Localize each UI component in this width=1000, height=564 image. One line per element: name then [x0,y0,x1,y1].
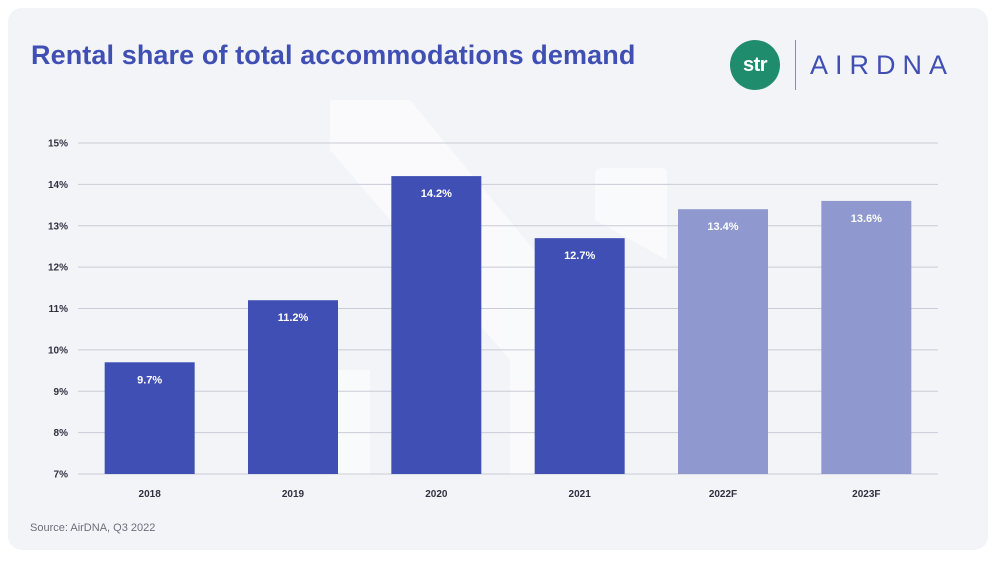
y-tick-label: 14% [48,180,68,191]
x-category-label: 2022F [709,489,737,500]
grid-lines [78,142,938,475]
bar-2023F [821,200,912,475]
x-category-label: 2018 [139,489,162,500]
data-label: 12.7% [564,250,595,262]
data-label: 13.4% [707,221,738,233]
y-axis-ticks: 7% 8% 9% 10% 11% 12% 13% 14% 15% [48,139,68,481]
x-category-label: 2021 [569,489,592,500]
bar-2022F [678,209,768,474]
airdna-logo: AIRDNA [810,50,955,80]
data-label: 14.2% [421,188,452,200]
bar-2019 [248,300,338,474]
x-axis-labels: 2018 2019 2020 2021 2022F 2023F [139,489,881,500]
logo-area: str AIRDNA [730,40,980,90]
source-note: Source: AirDNA, Q3 2022 [30,522,156,534]
logo-divider [795,40,796,90]
y-tick-label: 8% [54,428,69,439]
page-title: Rental share of total accommodations dem… [31,40,636,70]
y-tick-label: 13% [48,221,68,232]
bars: 9.7% 11.2% 14.2% 12.7% 13.4% 13.6% [104,176,912,475]
y-tick-label: 12% [48,263,68,274]
y-tick-label: 10% [48,345,68,356]
x-category-label: 2023F [852,489,880,500]
bar-2021 [534,238,625,474]
bar-2018 [104,362,195,474]
data-label: 11.2% [278,312,309,324]
y-tick-label: 9% [54,387,69,398]
bar-2020 [391,176,482,474]
y-tick-label: 7% [54,470,69,481]
str-logo: str [730,40,780,90]
data-label: 9.7% [137,374,162,386]
data-label: 13.6% [851,213,882,225]
y-tick-label: 15% [48,139,68,150]
x-category-label: 2019 [282,489,305,500]
y-tick-label: 11% [49,304,69,315]
x-category-label: 2020 [425,489,448,500]
